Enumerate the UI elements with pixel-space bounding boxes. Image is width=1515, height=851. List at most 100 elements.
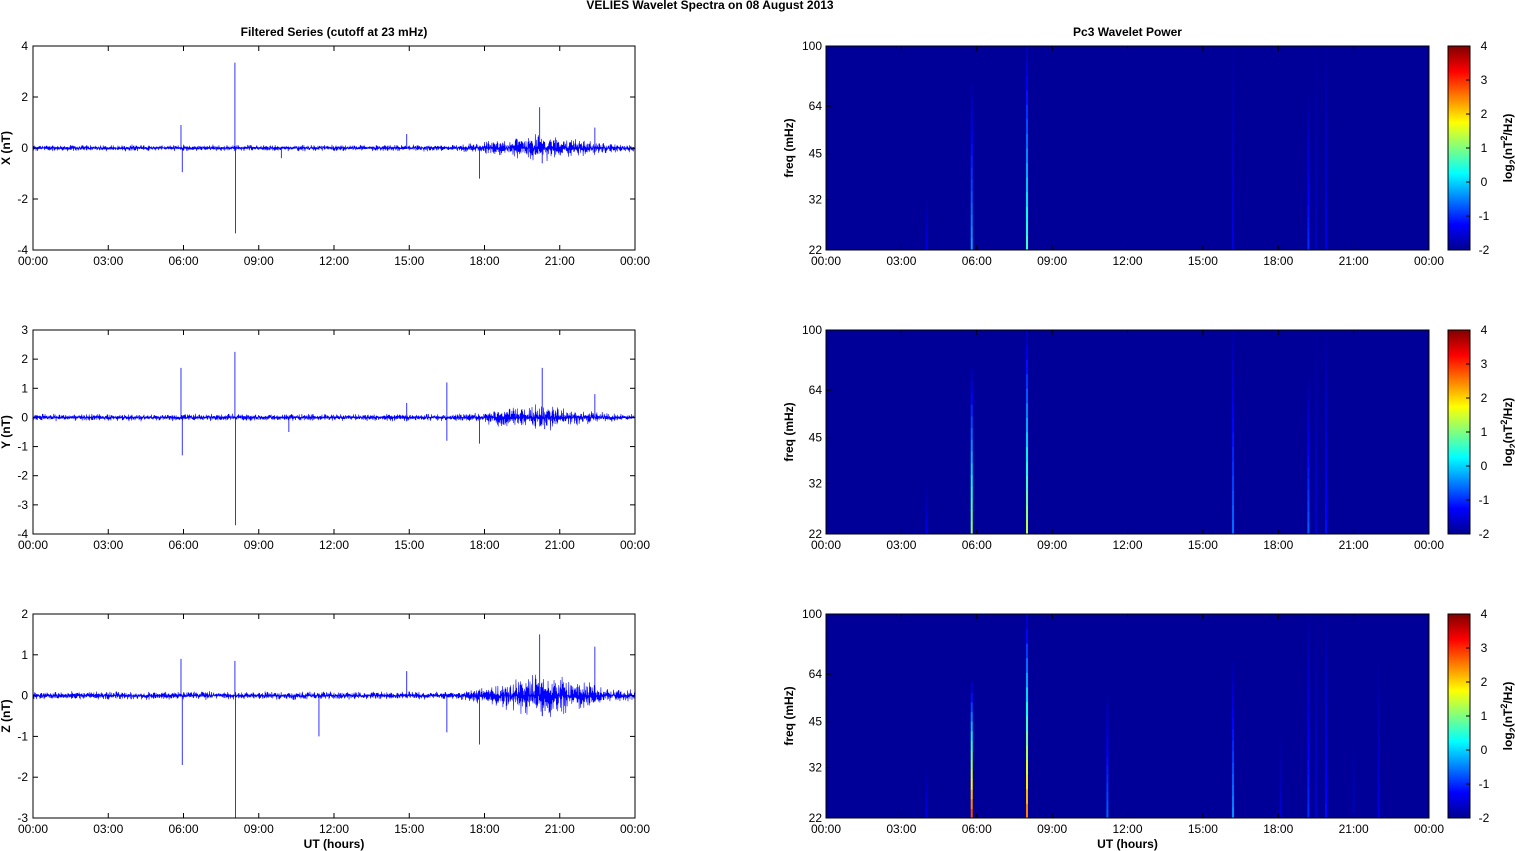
power-streak xyxy=(1314,657,1317,673)
power-streak xyxy=(1324,89,1327,105)
power-streak xyxy=(1232,133,1235,149)
power-streak xyxy=(1324,46,1327,62)
power-streak xyxy=(1324,104,1327,120)
x-tick-label: 21:00 xyxy=(545,538,575,552)
power-streak xyxy=(1307,774,1310,790)
power-streak xyxy=(1307,205,1310,218)
power-streak xyxy=(925,235,928,240)
power-streak xyxy=(925,778,928,783)
power-streak xyxy=(925,239,928,244)
power-streak xyxy=(1232,446,1235,462)
power-streak xyxy=(1106,729,1109,740)
power-streak xyxy=(1352,807,1355,814)
power-streak xyxy=(1232,330,1235,346)
power-streak xyxy=(1232,773,1235,786)
power-streak xyxy=(970,214,973,227)
power-streak xyxy=(925,789,928,794)
y-tick-label: 0 xyxy=(21,689,28,703)
power-streak xyxy=(1324,461,1327,477)
power-streak xyxy=(1324,730,1327,746)
y-tick-label: 2 xyxy=(21,352,28,366)
signal-trace xyxy=(32,404,636,431)
power-streak xyxy=(1106,747,1109,757)
power-streak xyxy=(925,785,928,790)
power-streak xyxy=(1314,60,1317,76)
power-streak xyxy=(1232,490,1235,506)
heatmap-background xyxy=(826,614,1429,818)
power-streak xyxy=(925,814,928,819)
power-streak xyxy=(1279,812,1282,819)
power-streak xyxy=(970,522,973,535)
power-streak xyxy=(970,415,973,429)
y-tick-label: 1 xyxy=(21,648,28,662)
x-tick-label: 00:00 xyxy=(18,538,48,552)
power-streak xyxy=(1106,738,1109,748)
figure-title: VELIES Wavelet Spectra on 08 August 2013 xyxy=(586,0,834,12)
power-streak xyxy=(970,439,973,452)
power-streak xyxy=(1377,717,1380,730)
power-streak xyxy=(925,497,928,503)
power-streak xyxy=(1232,728,1235,741)
x-tick-label: 21:00 xyxy=(1339,254,1369,268)
power-streak xyxy=(1324,504,1327,520)
power-streak xyxy=(1314,75,1317,91)
power-streak xyxy=(1307,489,1310,502)
power-streak xyxy=(1232,60,1235,76)
power-streak xyxy=(1232,432,1235,448)
power-streak xyxy=(1026,235,1028,251)
power-streak xyxy=(1026,177,1028,193)
power-streak xyxy=(1377,773,1380,786)
panel-title: Filtered Series (cutoff at 23 mHz) xyxy=(241,25,428,39)
y-tick-label: 100 xyxy=(802,323,822,337)
power-streak xyxy=(970,120,973,133)
power-streak xyxy=(1324,373,1327,389)
colorbar-tick-label: -2 xyxy=(1479,811,1490,825)
power-streak xyxy=(1026,446,1028,462)
power-streak xyxy=(1106,773,1109,784)
power-streak xyxy=(1307,628,1310,644)
power-streak xyxy=(1232,519,1235,535)
colorbar-tick-label: -1 xyxy=(1479,493,1490,507)
power-streak xyxy=(925,490,928,495)
power-streak xyxy=(1352,775,1355,782)
power-streak xyxy=(970,131,973,145)
x-tick-label: 06:00 xyxy=(168,254,198,268)
power-streak xyxy=(1314,46,1317,62)
y-tick-label: 0 xyxy=(21,410,28,424)
power-streak xyxy=(1314,388,1317,404)
power-streak xyxy=(970,463,973,476)
power-streak xyxy=(925,530,928,535)
power-streak xyxy=(1279,794,1282,802)
power-streak xyxy=(1026,774,1028,790)
x-tick-label: 12:00 xyxy=(319,254,349,268)
power-streak xyxy=(1314,672,1317,688)
power-streak xyxy=(1377,695,1380,708)
power-streak xyxy=(970,202,973,216)
power-streak xyxy=(1314,133,1317,149)
y-tick-label: -3 xyxy=(17,498,28,512)
x-tick-label: 00:00 xyxy=(1414,538,1444,552)
power-streak xyxy=(1026,686,1028,702)
colorbar: -2 -1 0 1 2 3 4 log2(nT2/Hz) xyxy=(1447,39,1515,257)
power-streak xyxy=(1232,46,1235,62)
power-streak xyxy=(1026,628,1028,644)
power-streak xyxy=(1106,721,1109,731)
x-tick-label: 00:00 xyxy=(18,822,48,836)
power-streak xyxy=(1026,388,1028,404)
x-tick-label: 03:00 xyxy=(886,538,916,552)
power-streak xyxy=(970,368,973,382)
power-streak xyxy=(970,769,973,780)
power-streak xyxy=(1232,402,1235,418)
power-streak xyxy=(1279,766,1282,773)
power-streak xyxy=(1232,662,1235,674)
power-streak xyxy=(1106,703,1109,713)
colorbar-label: log2(nT2/Hz) xyxy=(1499,682,1515,751)
power-streak xyxy=(970,510,973,523)
power-streak xyxy=(1106,756,1109,766)
power-streak xyxy=(1324,490,1327,506)
power-streak xyxy=(1279,800,1282,807)
time-series-column: -4 -2 0 2 4 00:00 03:00 06:00 09:00 12:00 15:00 18:… xyxy=(0,25,650,851)
x-tick-label: 21:00 xyxy=(545,254,575,268)
power-streak xyxy=(1314,162,1317,178)
